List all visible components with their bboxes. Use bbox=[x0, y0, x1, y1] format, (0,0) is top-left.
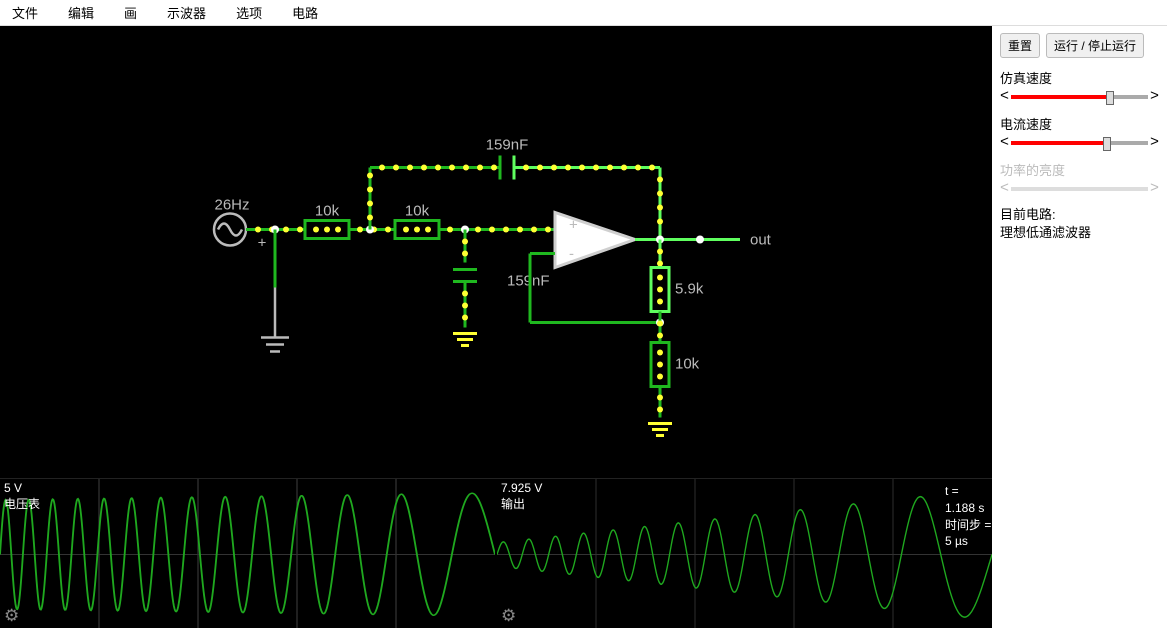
ground-mid[interactable] bbox=[453, 334, 477, 346]
current-speed-track[interactable] bbox=[1011, 139, 1148, 147]
circuit-canvas[interactable]: 26Hz + bbox=[0, 26, 992, 478]
right-panel: 重置 运行 / 停止运行 仿真速度 < > 电流速度 < bbox=[992, 26, 1167, 628]
opamp[interactable]: + - bbox=[555, 213, 635, 268]
resistor-rout1[interactable]: 5.9k bbox=[651, 268, 704, 312]
svg-text:10k: 10k bbox=[675, 356, 700, 373]
scope2-label: 输出 bbox=[501, 497, 542, 513]
sim-speed-track[interactable] bbox=[1011, 93, 1148, 101]
sim-speed-inc-icon[interactable]: > bbox=[1150, 89, 1159, 104]
ground-right[interactable] bbox=[648, 424, 672, 436]
svg-text:+: + bbox=[258, 235, 267, 252]
out-label: out bbox=[750, 232, 772, 249]
capacitor-top[interactable]: 159nF bbox=[486, 137, 529, 180]
brightness-inc-icon: > bbox=[1150, 181, 1159, 196]
capacitor-mid[interactable]: 159nF bbox=[453, 270, 550, 290]
sim-speed-label: 仿真速度 bbox=[1000, 68, 1159, 87]
menu-edit[interactable]: 编辑 bbox=[62, 0, 100, 25]
scope2-svg bbox=[497, 479, 992, 628]
scope1-svg bbox=[0, 479, 495, 628]
menubar: 文件 编辑 画 示波器 选项 电路 bbox=[0, 0, 1167, 26]
menu-scope[interactable]: 示波器 bbox=[161, 0, 212, 25]
reset-button[interactable]: 重置 bbox=[1000, 33, 1040, 58]
scope2-gear-icon[interactable]: ⚙ bbox=[501, 606, 516, 626]
sim-speed-dec-icon[interactable]: < bbox=[1000, 89, 1009, 104]
menu-options[interactable]: 选项 bbox=[230, 0, 268, 25]
ground-left[interactable] bbox=[261, 288, 289, 352]
scope1-label: 电压表 bbox=[4, 497, 40, 513]
svg-text:+: + bbox=[569, 217, 578, 234]
current-speed-label: 电流速度 bbox=[1000, 114, 1159, 133]
scope1-gear-icon[interactable]: ⚙ bbox=[4, 606, 19, 626]
svg-text:159nF: 159nF bbox=[486, 137, 529, 154]
svg-text:159nF: 159nF bbox=[507, 273, 550, 290]
scope2-scale: 7.925 V bbox=[501, 481, 542, 497]
svg-text:10k: 10k bbox=[315, 203, 340, 220]
slider-sim-speed: 仿真速度 < > bbox=[1000, 68, 1159, 104]
svg-text:-: - bbox=[569, 246, 574, 263]
scope1-scale: 5 V bbox=[4, 481, 40, 497]
brightness-dec-icon: < bbox=[1000, 181, 1009, 196]
brightness-label: 功率的亮度 bbox=[1000, 160, 1159, 179]
current-circuit-info: 目前电路: 理想低通滤波器 bbox=[1000, 206, 1159, 242]
circuit-svg: 26Hz + bbox=[0, 26, 992, 478]
scope-2[interactable]: 7.925 V 输出 ⚙ bbox=[495, 479, 992, 628]
ac-source[interactable]: 26Hz + bbox=[214, 197, 267, 252]
menu-circuits[interactable]: 电路 bbox=[286, 0, 324, 25]
current-speed-dec-icon[interactable]: < bbox=[1000, 135, 1009, 150]
time-info: t = 1.188 s 时间步 = 5 µs bbox=[945, 483, 992, 550]
slider-brightness: 功率的亮度 < > bbox=[1000, 160, 1159, 196]
resistor-rout2[interactable]: 10k bbox=[651, 343, 700, 387]
menu-draw[interactable]: 画 bbox=[118, 0, 143, 25]
current-speed-inc-icon[interactable]: > bbox=[1150, 135, 1159, 150]
slider-current-speed: 电流速度 < > bbox=[1000, 114, 1159, 150]
resistor-r2[interactable]: 10k bbox=[395, 203, 439, 239]
scope-area: 5 V 电压表 ⚙ 7.925 V 输出 bbox=[0, 478, 992, 628]
menu-file[interactable]: 文件 bbox=[6, 0, 44, 25]
svg-text:10k: 10k bbox=[405, 203, 430, 220]
run-stop-button[interactable]: 运行 / 停止运行 bbox=[1046, 33, 1144, 58]
resistor-r1[interactable]: 10k bbox=[305, 203, 349, 239]
scope-1[interactable]: 5 V 电压表 ⚙ bbox=[0, 479, 495, 628]
svg-text:5.9k: 5.9k bbox=[675, 281, 704, 298]
brightness-track bbox=[1011, 185, 1148, 193]
svg-text:26Hz: 26Hz bbox=[214, 197, 249, 214]
